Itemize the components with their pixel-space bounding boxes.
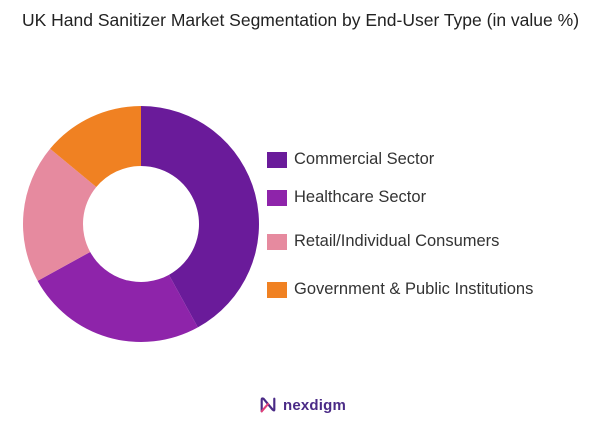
legend-label-commercial-sector: Commercial Sector — [294, 150, 435, 168]
donut-slice-healthcare-sector — [37, 251, 198, 342]
legend-swatch-retail-individual-consumers — [267, 233, 287, 250]
legend-item-healthcare-sector: Healthcare Sector — [267, 188, 426, 207]
legend-item-retail-individual-consumers: Retail/Individual Consumers — [267, 232, 499, 251]
legend-label-healthcare-sector: Healthcare Sector — [294, 188, 427, 206]
brand-footer: nexdigm — [0, 396, 605, 414]
legend-swatch-commercial-sector — [267, 151, 287, 168]
nexdigm-logo-icon — [260, 397, 276, 413]
legend-item-commercial-sector: Commercial Sector — [267, 150, 434, 169]
legend-swatch-government-public-institutions — [267, 281, 287, 298]
donut-slice-commercial-sector — [141, 106, 260, 328]
brand-name: nexdigm — [282, 396, 347, 414]
legend-label-government-public-institutions: Government & Public Institutions — [294, 280, 534, 298]
legend-swatch-healthcare-sector — [267, 189, 287, 206]
legend-item-government-public-institutions: Government & Public Institutions — [267, 280, 533, 299]
chart-title: UK Hand Sanitizer Market Segmentation by… — [22, 10, 580, 30]
donut-chart — [23, 106, 260, 342]
donut-slice-retail-individual-consumers — [23, 148, 97, 281]
legend-label-retail-individual-consumers: Retail/Individual Consumers — [294, 232, 500, 250]
donut-slice-government-public-institutions — [50, 106, 141, 188]
